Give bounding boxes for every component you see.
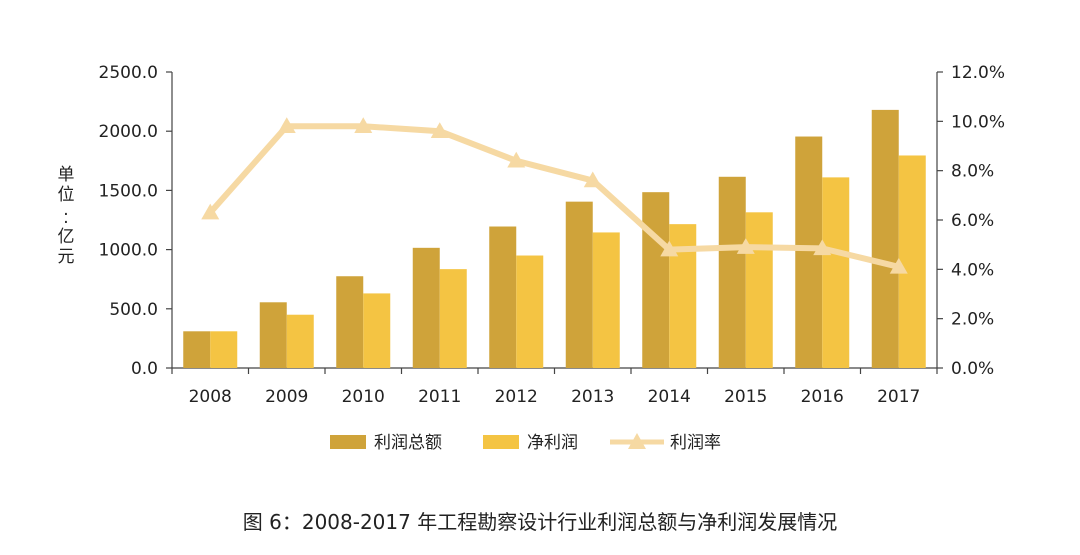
bar-total-profit [489,226,517,368]
y2-tick-label: 6.0% [951,211,994,231]
x-tick-label: 2016 [801,387,844,407]
bar-total-profit [336,276,364,368]
bar-net-profit [439,269,467,368]
profit-rate-point [660,240,679,257]
figure-caption: 图 6：2008-2017 年工程勘察设计行业利润总额与净利润发展情况 [242,510,838,534]
bar-total-profit [871,109,899,368]
bar-total-profit [642,192,670,368]
profit-rate-point [889,257,908,274]
x-tick-label: 2012 [495,387,538,407]
x-tick-label: 2017 [877,387,920,407]
bar-total-profit [565,201,593,368]
y-tick-label: 1500.0 [99,181,158,201]
y-tick-label: 500.0 [109,300,158,320]
legend-swatch [330,435,366,449]
profit-rate-point [201,203,220,220]
profit-rate-point [430,122,449,138]
y2-tick-label: 12.0% [951,63,1005,83]
profit-rate-point [583,171,602,188]
chart: 单位··亿元 0.0500.01000.01500.02000.02500.00… [58,63,1006,453]
axes: 0.0 500.0 1000.0 1500.0 2000.0 2500.0 0.0% 2.0%… [99,63,1006,407]
x-tick-label: 2015 [724,387,767,407]
y-unit-char: 单 [58,165,75,185]
profit-rate-point [277,117,296,134]
legend-label: 利润率 [670,433,721,453]
bar-net-profit [210,331,238,368]
bar-total-profit [412,247,440,368]
profit-rate-point [354,117,373,134]
y-tick-label: 2000.0 [99,122,158,142]
y-tick-label: 2500.0 [99,63,158,83]
y-unit-char: · [63,213,68,233]
y2-tick-label: 2.0% [951,310,994,330]
x-tick-label: 2013 [571,387,614,407]
legend-marker [628,433,646,449]
y-unit-char: 位 [58,185,75,205]
y-unit-char: 元 [58,247,75,267]
bar-net-profit [898,155,926,368]
y2-tick-label: 4.0% [951,260,994,280]
y-unit-char: 亿 [58,227,75,247]
x-tick-label: 2011 [418,387,461,407]
bar-net-profit [363,293,391,368]
y2-tick-label: 8.0% [951,162,994,182]
x-tick-label: 2008 [189,387,232,407]
legend-swatch [483,435,519,449]
profit-rate-point [507,151,526,168]
legend-label: 净利润 [527,433,578,453]
bar-net-profit [286,314,314,368]
x-tick-label: 2010 [342,387,385,407]
bar-total-profit [259,302,287,368]
bar-net-profit [669,224,697,368]
x-tick-label: 2009 [265,387,308,407]
bars [183,109,926,368]
bar-total-profit [183,331,211,368]
y-tick-label: 0.0 [131,359,158,379]
y2-tick-label: 0.0% [951,359,994,379]
y-tick-label: 1000.0 [99,241,158,261]
profit-rate-point [736,238,755,254]
y-axis-unit-label: 单位··亿元 [58,165,75,267]
bar-total-profit [718,176,746,368]
bar-net-profit [516,255,544,368]
bar-net-profit [592,232,620,368]
legend-label: 利润总额 [374,433,442,453]
legend: 利润总额 净利润 利润率 [330,433,721,453]
profit-rate-series-line [208,123,900,270]
y-unit-char: · [63,205,68,225]
bar-net-profit [745,212,773,368]
y2-tick-label: 10.0% [951,112,1005,132]
x-tick-label: 2014 [648,387,691,407]
profit-rate-point [813,239,832,256]
bar-net-profit [822,177,850,368]
profit-rate-line [201,117,908,274]
